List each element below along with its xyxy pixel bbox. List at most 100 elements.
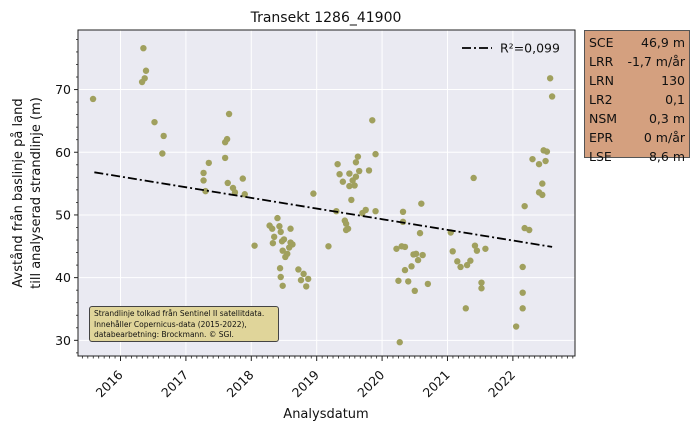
data-point: [372, 150, 379, 158]
data-point: [462, 305, 469, 312]
stat-row-lrr: LRR -1,7 m/år: [589, 52, 685, 71]
data-point: [339, 178, 347, 185]
data-point: [284, 250, 291, 258]
data-point: [304, 275, 312, 283]
data-point: [519, 289, 526, 296]
data-point: [151, 118, 158, 126]
data-point: [346, 170, 353, 177]
data-point: [401, 266, 409, 274]
data-point: [399, 208, 407, 216]
grid: [78, 30, 575, 356]
data-point: [478, 285, 485, 292]
data-point: [362, 206, 369, 214]
stat-value: 0 m/år: [643, 130, 685, 145]
data-point: [334, 160, 341, 168]
stat-row-nsm: NSM 0,3 m: [589, 109, 685, 128]
data-point: [276, 265, 284, 272]
data-point: [325, 243, 332, 250]
data-point: [457, 263, 464, 271]
data-point: [365, 167, 373, 174]
data-point: [395, 277, 402, 284]
data-point: [270, 233, 278, 241]
stat-value: 0,1: [665, 92, 685, 107]
data-point: [454, 258, 461, 265]
stat-row-lrn: LRN 130: [589, 71, 685, 90]
data-point: [543, 148, 551, 155]
y-axis: 30 40 50 60 70: [55, 39, 78, 354]
data-point: [471, 242, 479, 249]
data-point: [419, 251, 426, 259]
data-point: [467, 257, 474, 264]
data-point: [344, 225, 352, 232]
data-point: [224, 179, 231, 187]
data-point: [251, 242, 258, 249]
data-point: [140, 44, 147, 52]
data-point: [295, 266, 302, 273]
y-tick-label: 30: [55, 333, 71, 348]
data-point: [546, 75, 554, 82]
y-tick-label: 40: [55, 270, 71, 285]
data-point: [269, 239, 277, 247]
data-point: [310, 190, 317, 197]
data-point: [463, 261, 471, 269]
data-point: [355, 167, 363, 175]
legend-trend-label: R²=0,099: [500, 41, 560, 56]
note-line: databearbetning: Brockmann. © SGI.: [94, 330, 234, 339]
stat-label: LRR: [589, 54, 614, 69]
data-point: [412, 250, 420, 258]
data-point: [478, 279, 485, 286]
stat-row-epr: EPR 0 m/år: [589, 128, 685, 147]
statistics-box: SCE 46,9 m LRR -1,7 m/år LRN 130 LR2 0,1 NSM…: [584, 30, 690, 164]
x-tick-label: 2017: [158, 367, 191, 400]
data-point: [539, 191, 546, 199]
data-point: [369, 117, 376, 124]
stat-value: 130: [661, 73, 685, 88]
data-point: [279, 247, 286, 254]
x-tick-label: 2021: [420, 367, 453, 400]
chart-title: Transekt 1286_41900: [250, 10, 402, 26]
stat-label: LRN: [589, 73, 614, 88]
stat-value: -1,7 m/år: [627, 54, 685, 69]
data-point: [277, 273, 284, 281]
stat-label: SCE: [589, 35, 614, 50]
data-point: [142, 67, 150, 74]
data-point: [416, 229, 424, 237]
stat-value: 8,6 m: [648, 149, 685, 164]
stat-row-sce: SCE 46,9 m: [589, 33, 685, 52]
stat-label: EPR: [589, 130, 614, 145]
note-line: Innehåller Copernicus-data (2015-2022),: [94, 319, 247, 329]
legend: R²=0,099: [462, 41, 560, 56]
data-point: [239, 175, 246, 182]
data-point: [351, 182, 358, 189]
data-point: [449, 248, 456, 255]
data-point: [279, 282, 286, 289]
y-tick-label: 60: [55, 145, 71, 160]
stat-value: 46,9 m: [641, 35, 685, 50]
data-point: [529, 155, 536, 163]
data-point: [89, 95, 97, 103]
data-point: [512, 323, 520, 330]
trend-line: [94, 171, 553, 248]
stat-value: 0,3 m: [648, 111, 685, 126]
stat-label: LSE: [589, 149, 612, 164]
x-tick-label: 2020: [354, 367, 387, 400]
data-point: [241, 191, 248, 198]
data-point: [269, 225, 276, 232]
data-point: [372, 207, 379, 215]
data-point: [539, 180, 546, 187]
data-point: [277, 228, 284, 236]
data-point: [414, 256, 422, 264]
data-point: [424, 280, 432, 288]
data-point: [521, 202, 528, 210]
data-point: [280, 236, 288, 243]
data-point: [160, 132, 167, 140]
data-point: [159, 150, 166, 157]
data-point: [289, 241, 296, 248]
y-tick-label: 70: [55, 82, 71, 97]
data-point: [200, 177, 207, 184]
data-point: [482, 245, 489, 252]
data-point: [200, 169, 207, 177]
stat-label: LR2: [589, 92, 613, 107]
y-axis-label-line-1: Avstånd från baslinje på land: [11, 98, 26, 287]
data-point: [225, 110, 233, 118]
